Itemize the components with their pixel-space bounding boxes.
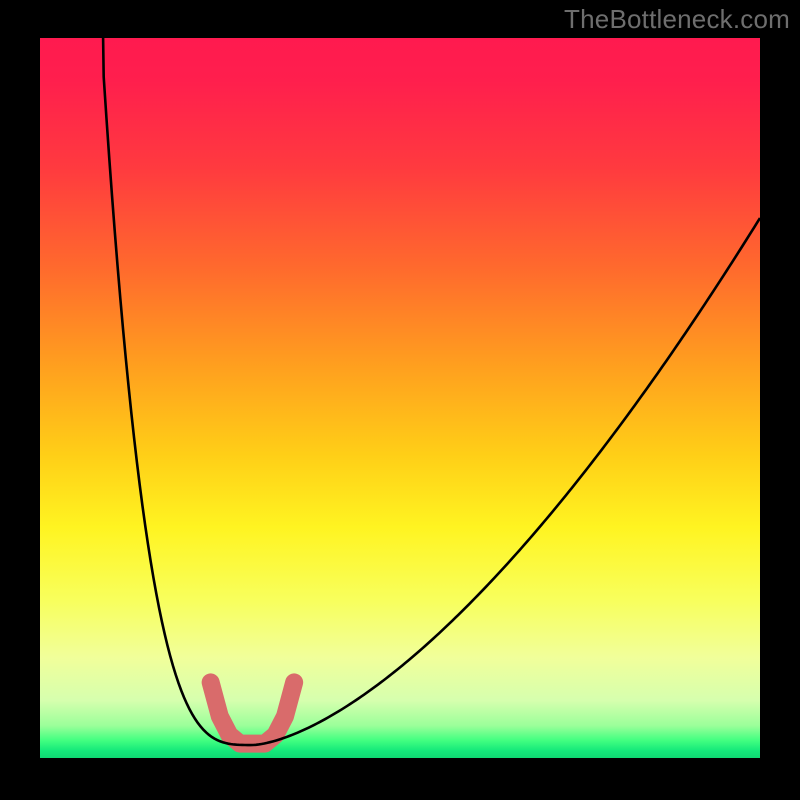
curve-layer (40, 38, 760, 758)
bottleneck-marker (211, 682, 295, 743)
bottleneck-curve (40, 38, 760, 745)
chart-canvas: TheBottleneck.com (0, 0, 800, 800)
plot-area (40, 38, 760, 758)
watermark-text: TheBottleneck.com (564, 4, 790, 35)
